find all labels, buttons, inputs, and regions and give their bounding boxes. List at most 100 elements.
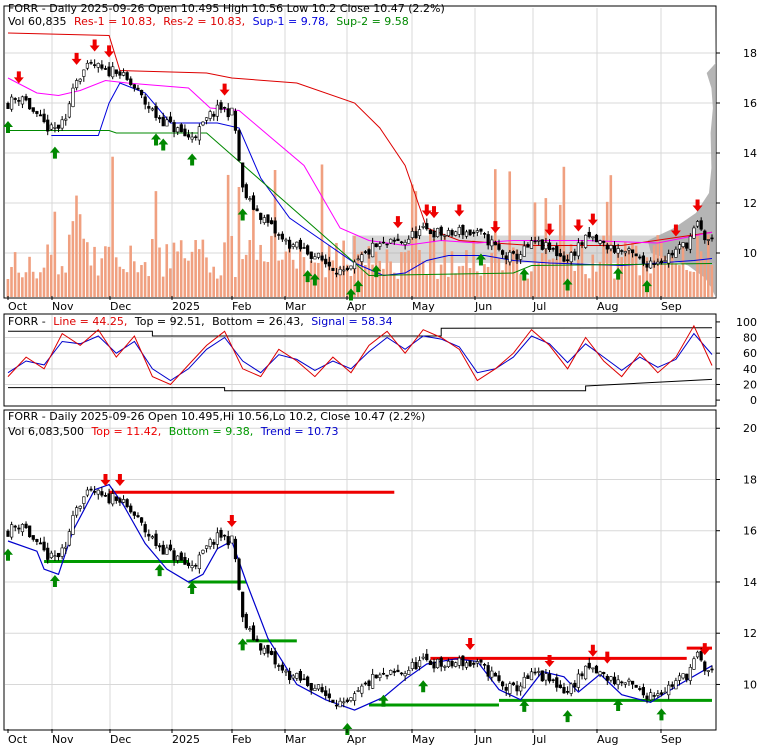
candle-body <box>13 98 17 100</box>
buy-arrow-icon <box>342 722 353 735</box>
sell-arrow-icon <box>226 514 237 527</box>
candle-body <box>677 244 682 250</box>
volume-bar <box>577 259 580 297</box>
candle-body <box>360 254 364 262</box>
candle-body <box>85 489 90 496</box>
sell-arrow-icon <box>670 224 681 237</box>
candle-body <box>504 687 508 691</box>
candle-body <box>630 249 635 254</box>
sell-arrow-icon <box>587 213 598 226</box>
candle-body <box>74 80 79 89</box>
candle-body <box>475 661 479 664</box>
candle-body <box>56 552 61 558</box>
volume-bar <box>190 251 194 297</box>
candle-body <box>533 240 537 243</box>
volume-bar <box>223 242 226 297</box>
candle-body <box>215 104 219 117</box>
candle-body <box>306 676 310 686</box>
candle-body <box>508 683 512 694</box>
candle-body <box>616 248 620 254</box>
candle-body <box>381 241 386 244</box>
candle-body <box>602 240 606 243</box>
volume-bar <box>140 265 143 297</box>
sell-arrow-icon <box>71 52 82 65</box>
candle-body <box>594 234 599 243</box>
candle-body <box>165 547 169 555</box>
volume-bar <box>580 241 584 297</box>
volume-bar <box>125 272 129 297</box>
trend-panel-legend: Vol 6,083,500 Top = 11.42, Bottom = 9.38… <box>8 425 339 438</box>
bottom-band-line <box>8 378 713 392</box>
volume-bar <box>136 272 140 297</box>
sell-arrow-icon <box>392 216 403 229</box>
volume-bar <box>660 241 663 297</box>
volume-bar <box>443 235 447 297</box>
candle-body <box>215 532 219 545</box>
candle-body <box>20 524 25 533</box>
sell-arrow-icon <box>114 473 125 486</box>
y-tick-label: 20 <box>743 422 757 435</box>
candle-body <box>439 657 443 667</box>
candle-body <box>667 684 671 696</box>
candle-body <box>93 64 97 66</box>
price-panel-legend: Vol 60,835 Res-1 = 10.83, Res-2 = 10.83,… <box>8 15 409 28</box>
volume-bar <box>122 269 125 297</box>
candle-body <box>659 260 664 264</box>
candle-body <box>620 681 624 684</box>
sell-arrow-icon <box>699 643 710 656</box>
candle-body <box>417 229 422 236</box>
volume-bar <box>306 274 309 297</box>
candle-body <box>114 69 118 74</box>
candle-body <box>591 236 595 239</box>
volume-bar <box>479 275 483 297</box>
volume-bar <box>349 275 353 297</box>
candle-body <box>35 111 39 114</box>
volume-bar <box>42 267 46 297</box>
candle-body <box>316 684 321 690</box>
candle-body <box>168 544 173 551</box>
volume-bar <box>143 262 147 297</box>
candle-body <box>284 239 288 242</box>
candle-body <box>389 238 393 244</box>
top-readout: Top = 92.51, <box>134 315 205 328</box>
candle-body <box>125 72 129 80</box>
candle-body <box>266 645 270 654</box>
volume-bar <box>270 235 273 297</box>
volume-bar <box>515 249 519 297</box>
candle-body <box>313 687 317 691</box>
candle-body <box>681 242 685 247</box>
x-tick-label: Nov <box>52 300 74 313</box>
candle-body <box>504 255 508 260</box>
x-tick-label: Oct <box>8 300 28 313</box>
candle-body <box>352 693 357 701</box>
candle-body <box>371 242 375 258</box>
candle-body <box>685 242 689 249</box>
sup2-readout: Sup-2 = 9.58 <box>336 15 409 28</box>
candle-body <box>269 650 274 655</box>
y-tick-label: 100 <box>736 316 757 329</box>
volume-bar <box>6 278 10 297</box>
candle-body <box>298 239 303 250</box>
volume-bar <box>696 235 699 297</box>
candle-body <box>277 234 281 236</box>
candle-body <box>710 237 714 240</box>
y-tick-label: 20 <box>743 378 757 391</box>
volume-bar <box>46 244 49 297</box>
candle-body <box>280 233 284 240</box>
candle-body <box>186 134 191 138</box>
candle-body <box>262 647 266 654</box>
candle-body <box>17 100 21 102</box>
volume-bar <box>28 256 31 297</box>
candle-body <box>139 89 144 96</box>
volume-bar <box>212 266 215 297</box>
volume-bar <box>699 251 703 297</box>
volume-bar <box>179 240 183 297</box>
volume-bar <box>569 244 573 297</box>
candle-body <box>367 249 371 255</box>
candle-body <box>558 684 562 688</box>
sell-arrow-icon <box>100 473 111 486</box>
candle-body <box>616 679 620 685</box>
candle-body <box>125 499 129 508</box>
buy-arrow-icon <box>151 133 162 146</box>
candle-body <box>165 119 169 127</box>
